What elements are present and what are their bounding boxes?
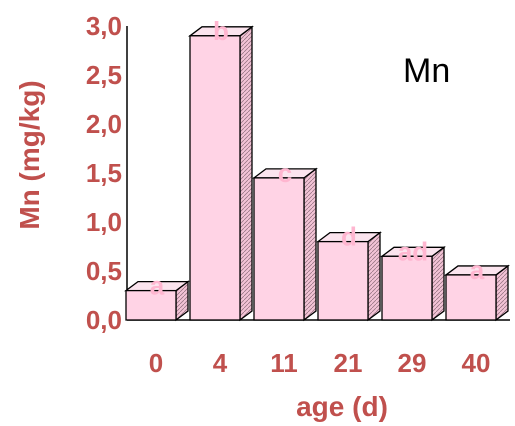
bar-front-face bbox=[125, 289, 177, 321]
bar: ad bbox=[380, 236, 446, 322]
x-tick-label: 11 bbox=[270, 348, 298, 378]
bar-side-face bbox=[367, 231, 381, 322]
significance-label: a bbox=[470, 255, 485, 285]
significance-label: ad bbox=[398, 236, 428, 266]
significance-label: b bbox=[213, 16, 229, 46]
significance-label: d bbox=[341, 222, 357, 252]
x-axis-title: age (d) bbox=[296, 391, 388, 422]
x-tick-label: 40 bbox=[462, 348, 491, 378]
significance-label: a bbox=[150, 271, 165, 301]
bar-side-face bbox=[303, 167, 317, 322]
bar: d bbox=[316, 222, 382, 322]
y-tick-label: 2,5 bbox=[86, 60, 122, 90]
bar-front-face bbox=[381, 255, 433, 321]
y-tick-label: 0,0 bbox=[86, 305, 122, 335]
y-tick-label: 1,5 bbox=[86, 158, 122, 188]
x-tick-label: 29 bbox=[398, 348, 427, 378]
bar: b bbox=[188, 16, 254, 322]
bar-side-face bbox=[239, 25, 253, 322]
bar: c bbox=[252, 158, 318, 322]
bar-front-face bbox=[253, 177, 305, 321]
bar-side-face bbox=[431, 246, 445, 322]
significance-label: c bbox=[278, 158, 292, 188]
x-tick-label: 21 bbox=[334, 348, 363, 378]
bar-front-face bbox=[317, 240, 369, 321]
y-tick-label: 1,0 bbox=[86, 207, 122, 237]
y-axis-title: Mn (mg/kg) bbox=[14, 80, 45, 229]
y-tick-label: 0,5 bbox=[86, 256, 122, 286]
x-tick-label: 4 bbox=[213, 348, 228, 378]
x-tick-labels: 0 4 11 21 29 40 bbox=[149, 348, 491, 378]
y-tick-label: 3,0 bbox=[86, 11, 122, 41]
chart-title: Mn bbox=[403, 52, 450, 90]
y-tick-label: 2,0 bbox=[86, 109, 122, 139]
y-tick-labels: 0,0 0,5 1,0 1,5 2,0 2,5 3,0 bbox=[86, 11, 122, 335]
bars: a b c d ad a bbox=[124, 16, 510, 322]
bar-front-face bbox=[445, 274, 497, 321]
bar: a bbox=[444, 255, 510, 322]
bar: a bbox=[124, 271, 190, 322]
x-tick-label: 0 bbox=[149, 348, 163, 378]
bar-front-face bbox=[189, 35, 241, 321]
